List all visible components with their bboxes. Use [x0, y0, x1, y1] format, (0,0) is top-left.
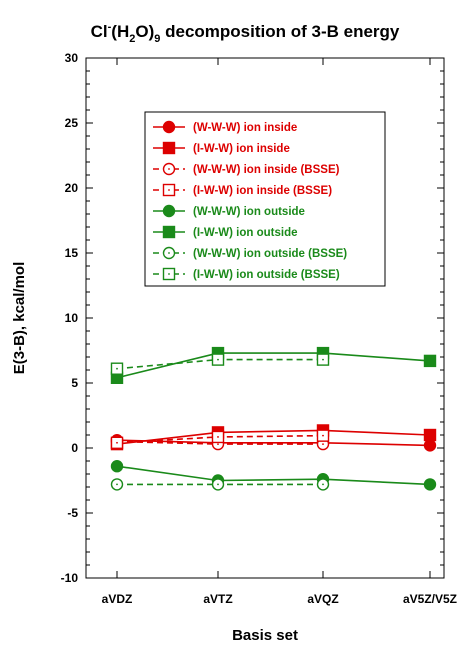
legend-item: (W-W-W) ion outside (BSSE)	[153, 246, 347, 260]
x-tick-label: aV5Z/V5Z	[403, 592, 457, 606]
legend-item: (W-W-W) ion inside	[153, 120, 297, 134]
y-tick-label: 15	[65, 246, 79, 260]
legend-label: (I-W-W) ion outside	[193, 227, 298, 239]
legend-label: (I-W-W) ion outside (BSSE)	[193, 269, 340, 281]
legend-label: (W-W-W) ion inside (BSSE)	[193, 164, 340, 176]
x-tick-label: aVDZ	[102, 592, 133, 606]
y-tick-label: 20	[65, 181, 79, 195]
legend-marker	[162, 225, 176, 239]
series-line	[116, 465, 431, 486]
data-point	[423, 439, 437, 452]
data-point	[423, 428, 437, 442]
series-8	[110, 353, 330, 375]
legend-label: (W-W-W) ion outside (BSSE)	[193, 248, 347, 260]
legend-marker	[162, 141, 176, 155]
data-point	[423, 478, 437, 491]
legend-box	[144, 111, 386, 287]
series-line	[116, 352, 431, 379]
y-tick-label: 10	[65, 311, 79, 325]
y-tick-label: -5	[67, 506, 78, 520]
series-7	[110, 478, 330, 491]
data-point	[316, 478, 330, 491]
legend-label: (W-W-W) ion inside	[193, 122, 297, 134]
legend-item: (W-W-W) ion outside	[153, 204, 305, 218]
data-point	[110, 362, 124, 375]
legend-item: (I-W-W) ion outside	[153, 225, 298, 239]
y-tick-label: 25	[65, 116, 79, 130]
legend-item: (I-W-W) ion inside	[153, 141, 290, 155]
data-point	[110, 478, 124, 491]
y-axis-label: E(3-B), kcal/mol	[11, 262, 28, 375]
x-axis: aVDZ aVTZ aVQZ aV5Z/V5Z	[102, 58, 457, 606]
legend-marker	[162, 204, 176, 218]
x-tick-label: aVQZ	[307, 592, 338, 606]
data-point	[316, 353, 330, 366]
legend-marker	[162, 120, 176, 134]
data-point	[423, 354, 437, 368]
legend-marker	[162, 267, 176, 281]
y-tick-label: 30	[65, 51, 79, 65]
series-5	[110, 460, 437, 491]
series-line	[116, 439, 431, 447]
series-layer	[110, 346, 437, 491]
legend-marker	[162, 183, 176, 197]
legend: (W-W-W) ion inside (I-W-W) ion inside (W-W…	[144, 111, 386, 287]
x-axis-label: Basis set	[232, 627, 298, 644]
data-point	[110, 460, 124, 473]
legend-label: (W-W-W) ion outside	[193, 206, 305, 218]
data-point	[110, 436, 124, 449]
x-tick-label: aVTZ	[203, 592, 232, 606]
legend-label: (I-W-W) ion inside	[193, 143, 290, 155]
y-tick-label: 0	[71, 441, 78, 455]
legend-item: (W-W-W) ion inside (BSSE)	[153, 162, 340, 176]
y-axis: -10 -5 0 5 10 15 20 25 30	[61, 51, 444, 585]
legend-item: (I-W-W) ion inside (BSSE)	[153, 183, 332, 197]
series-6	[110, 346, 437, 384]
legend-label: (I-W-W) ion inside (BSSE)	[193, 185, 332, 197]
legend-marker	[162, 246, 176, 260]
legend-item: (I-W-W) ion outside (BSSE)	[153, 267, 340, 281]
series-2	[110, 424, 437, 451]
data-point	[211, 430, 225, 444]
data-point	[211, 353, 225, 366]
series-line	[116, 429, 431, 445]
chart-title: Cl-(H2O)9 decomposition of 3-B energy	[91, 21, 400, 45]
series-4	[110, 429, 330, 449]
y-tick-label: 5	[71, 376, 78, 390]
data-point	[316, 429, 330, 442]
legend-marker	[162, 162, 176, 176]
data-point	[211, 478, 225, 491]
y-tick-label: -10	[61, 571, 79, 585]
